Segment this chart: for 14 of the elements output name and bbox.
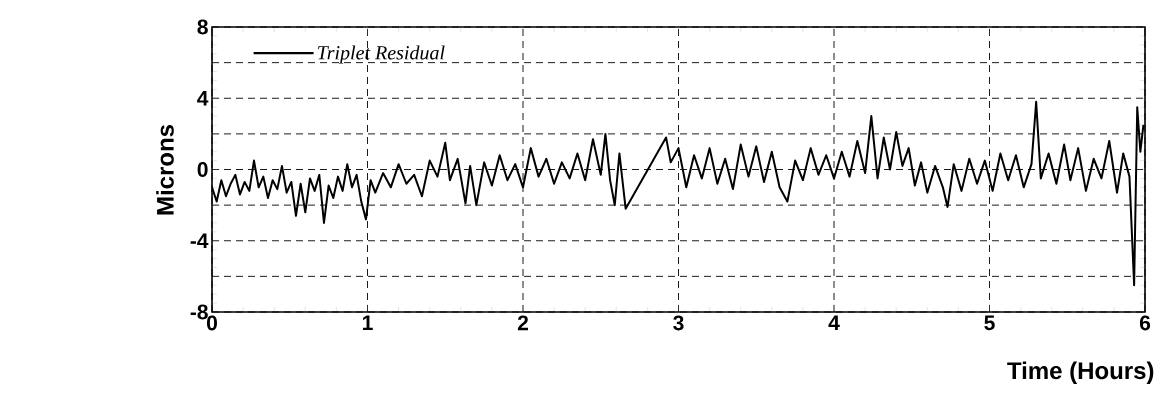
- y-tick-label: 4: [197, 91, 209, 106]
- x-tick-label: 4: [828, 315, 840, 330]
- legend-label: Triplet Residual: [318, 45, 445, 64]
- y-tick-label: 8: [197, 19, 208, 35]
- x-axis-title: Time (Hours): [1007, 361, 1154, 384]
- x-tick-label: 5: [984, 315, 995, 331]
- y-axis-title: Microns: [156, 124, 174, 215]
- y-tick-label: -4: [190, 233, 209, 248]
- y-tick-label: -8: [190, 304, 208, 320]
- x-tick-label: 2: [517, 315, 529, 331]
- x-tick-label: 1: [362, 315, 373, 330]
- x-tick-label: 6: [1139, 315, 1151, 331]
- x-tick-label: 3: [673, 315, 684, 331]
- y-tick-label: 0: [197, 162, 208, 177]
